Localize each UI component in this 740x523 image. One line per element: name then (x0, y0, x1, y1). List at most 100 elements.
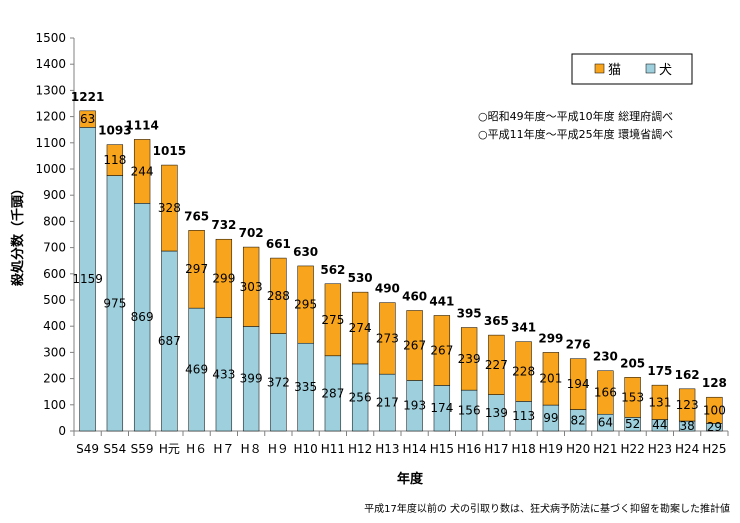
data-label-total: 175 (647, 364, 672, 378)
data-label-cat: 123 (676, 398, 699, 412)
bar-cat (133, 139, 151, 204)
bar-cat (79, 110, 96, 128)
data-label-cat: 288 (267, 289, 290, 303)
x-axis: S49 S54 S59 H元 H６ H７ H８ H９ H10 H11 H12 H13 H14 H15 H16… (73, 430, 729, 456)
data-label-cat: 267 (430, 343, 453, 357)
data-label-total: 562 (320, 263, 345, 277)
data-label-total: 630 (293, 245, 318, 259)
data-label-dog: 399 (240, 372, 263, 386)
data-label-dog: 869 (131, 310, 154, 324)
bar-cat (297, 265, 314, 344)
data-label-dog: 687 (158, 334, 181, 348)
x-axis-title: 年度 (397, 471, 424, 487)
data-label-total: 765 (184, 209, 209, 223)
x-tick-label: S59 (131, 442, 154, 456)
x-tick-label: H12 (348, 442, 372, 456)
data-label-dog: 38 (679, 419, 694, 433)
data-label-cat: 227 (485, 358, 508, 372)
data-label-total: 1221 (71, 90, 104, 104)
bar-cat (597, 370, 614, 415)
data-label-cat: 267 (403, 338, 426, 352)
x-tick-label: H10 (293, 442, 317, 456)
data-label-cat: 63 (80, 112, 95, 126)
bar-cat (624, 377, 641, 418)
data-label-total: 341 (511, 321, 536, 335)
y-tick-label: 0 (58, 424, 66, 438)
data-label-dog: 156 (458, 404, 481, 418)
data-label-cat: 153 (621, 390, 644, 404)
x-tick-label: H20 (566, 442, 590, 456)
bar-cat (215, 238, 233, 318)
data-label-cat: 299 (212, 271, 235, 285)
y-tick-label: 400 (43, 319, 66, 333)
x-tick-label: H６ (186, 442, 207, 456)
legend-label-cat: 猫 (608, 63, 621, 78)
footnote: 平成17年度以前の 犬の引取り数は、狂犬病予防法に基づく抑留を勘案した推計値 (364, 502, 730, 515)
bar-cat (161, 164, 178, 252)
data-label-cat: 131 (648, 395, 671, 409)
data-label-dog: 433 (212, 367, 235, 381)
bar-cat (542, 352, 560, 406)
bar-cat (569, 358, 587, 410)
data-label-dog: 335 (294, 380, 317, 394)
data-label-total: 162 (675, 368, 700, 382)
data-label-total: 732 (211, 218, 236, 232)
data-label-cat: 244 (131, 164, 154, 178)
data-label-total: 1114 (125, 118, 158, 132)
bar-cat (106, 144, 124, 176)
y-tick-label: 700 (43, 241, 66, 255)
data-label-total: 365 (484, 314, 509, 328)
legend-box (571, 53, 693, 85)
data-label-total: 299 (538, 331, 563, 345)
y-tick-label: 1400 (35, 57, 66, 71)
data-label-cat: 295 (294, 298, 317, 312)
x-tick-label: H８ (241, 442, 262, 456)
y-tick-label: 1300 (35, 83, 66, 97)
data-label-total: 276 (566, 338, 591, 352)
bar-cat (433, 315, 451, 386)
x-tick-label: H24 (675, 442, 699, 456)
data-label-dog: 469 (185, 363, 208, 377)
data-label-total: 490 (375, 282, 400, 296)
x-tick-label: H23 (648, 442, 672, 456)
data-label-total: 395 (457, 307, 482, 321)
data-label-total: 661 (266, 237, 291, 251)
x-tick-label: S49 (76, 442, 99, 456)
data-label-cat: 328 (158, 201, 181, 215)
bar-cat (188, 230, 205, 309)
x-tick-label: H19 (539, 442, 563, 456)
annotation-source-1: ○昭和49年度～平成10年度 総理府調べ (478, 109, 673, 123)
data-label-total: 230 (593, 350, 618, 364)
y-tick-label: 300 (43, 345, 66, 359)
y-tick-label: 1000 (35, 162, 66, 176)
data-label-dog: 113 (512, 409, 535, 423)
data-label-cat: 274 (349, 321, 372, 335)
x-tick-label: H18 (511, 442, 535, 456)
bar-cat (351, 291, 369, 365)
x-tick-label: H９ (268, 442, 289, 456)
y-tick-label: 1100 (35, 136, 66, 150)
y-axis: 0 100 200 300 400 500 600 700 800 900 1000 1100 1200… (35, 31, 75, 438)
data-label-total: 530 (348, 271, 373, 285)
bar-cat (678, 388, 696, 422)
y-axis-title: 殺処分数（千頭） (10, 182, 26, 287)
annotation-source-2: ○平成11年度～平成25年度 環境省調べ (478, 127, 673, 141)
x-tick-label: H13 (375, 442, 399, 456)
x-tick-label: S54 (103, 442, 126, 456)
bar-labels: 1159 63 1221 975 118 1093 869 244 1114 687 328 1015… (71, 90, 727, 434)
data-label-cat: 100 (703, 403, 726, 417)
data-label-dog: 52 (625, 417, 640, 431)
bar-cat (460, 327, 478, 391)
bar-cat (242, 246, 260, 327)
data-label-cat: 273 (376, 331, 399, 345)
data-label-cat: 303 (240, 280, 263, 294)
y-tick-label: 1200 (35, 110, 66, 124)
data-label-cat: 166 (594, 385, 617, 399)
x-tick-label: H17 (484, 442, 508, 456)
y-tick-label: 100 (43, 398, 66, 412)
data-label-total: 460 (402, 289, 427, 303)
data-label-dog: 99 (543, 411, 558, 425)
y-tick-label: 500 (43, 293, 66, 307)
y-tick-label: 900 (43, 188, 66, 202)
